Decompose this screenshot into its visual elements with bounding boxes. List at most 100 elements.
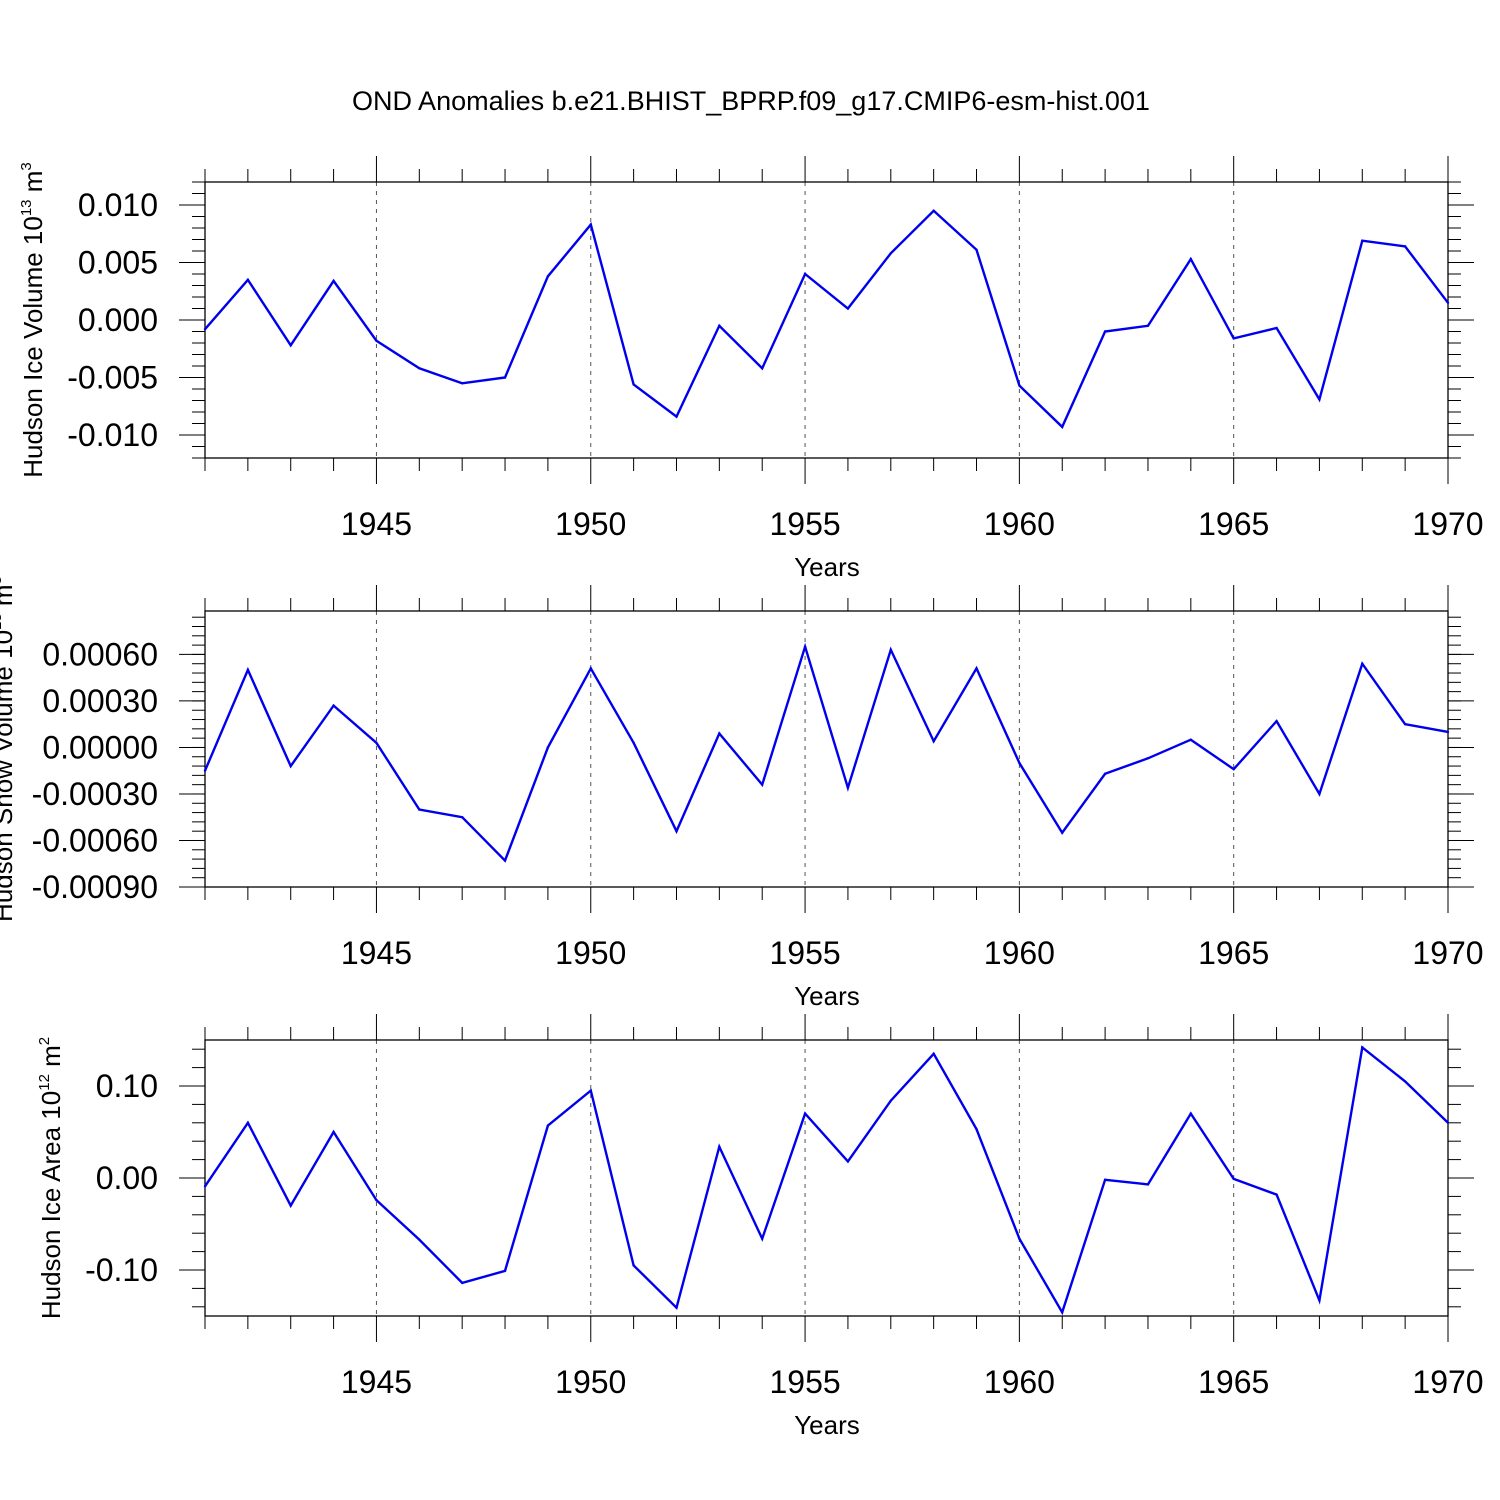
data-point-1969 (1403, 722, 1407, 726)
xtick-label-1950: 1950 (555, 935, 626, 971)
data-point-1953 (718, 732, 721, 735)
data-point-1955 (803, 1112, 807, 1115)
data-point-1963 (1146, 324, 1150, 327)
data-point-1951 (632, 383, 635, 386)
data-point-1969 (1403, 245, 1407, 248)
ytick-label: 0.00060 (42, 636, 158, 672)
data-point-1944 (332, 1130, 335, 1134)
data-point-1949 (546, 275, 550, 278)
data-point-1945 (375, 741, 378, 744)
data-point-1964 (1189, 257, 1193, 261)
data-point-1966 (1275, 1193, 1278, 1196)
data-point-1967 (1318, 1299, 1321, 1302)
xtick-label-1945: 1945 (341, 935, 412, 971)
data-point-1963 (1146, 757, 1150, 760)
data-point-1965 (1232, 767, 1235, 771)
xtick-label-1970: 1970 (1412, 935, 1483, 971)
x-axis-label: Years (794, 552, 860, 582)
data-point-1958 (932, 209, 935, 212)
data-point-1960 (1018, 1237, 1021, 1240)
data-point-1966 (1275, 719, 1278, 723)
xtick-label-1960: 1960 (984, 506, 1055, 542)
data-point-1941 (203, 328, 207, 331)
data-point-1967 (1318, 398, 1321, 401)
plot-frame (204, 610, 1449, 888)
xtick-label-1945: 1945 (341, 506, 412, 542)
xtick-label-1945: 1945 (341, 1364, 412, 1400)
data-point-1948 (503, 376, 507, 379)
ytick-label: -0.010 (67, 417, 158, 453)
xtick-label-1960: 1960 (984, 935, 1055, 971)
y-axis-label: Hudson Snow Volume 1013 m3 (0, 576, 18, 922)
series-line (203, 642, 1449, 863)
ytick-label: -0.00030 (32, 776, 158, 812)
data-point-1944 (332, 279, 335, 283)
panel-3: 1945 1950 1955 1960 1965 1970 -0.10 0.00 0.10 Yea… (36, 1014, 1484, 1440)
data-point-1951 (632, 1264, 635, 1267)
figure-title: OND Anomalies b.e21.BHIST_BPRP.f09_g17.C… (352, 86, 1150, 116)
panel-1: 1945 1950 1955 1960 1965 1970 -0.010 -0.005 0.00… (18, 156, 1484, 582)
xtick-label-1970: 1970 (1412, 506, 1483, 542)
data-point-1964 (1189, 738, 1193, 741)
data-point-1947 (460, 1281, 464, 1285)
data-point-1941 (203, 769, 207, 772)
data-point-1965 (1232, 337, 1235, 340)
data-point-1945 (375, 1198, 378, 1202)
y-axis-label: Hudson Ice Area 1012 m2 (36, 1037, 66, 1319)
data-point-1947 (460, 816, 464, 819)
y-axis-label-unit: m (0, 584, 18, 613)
ytick-label: -0.00090 (32, 869, 158, 905)
ytick-label: 0.000 (78, 302, 158, 338)
data-point-1955 (803, 272, 807, 276)
data-point-1950 (589, 667, 592, 670)
data-point-1946 (418, 808, 421, 811)
data-point-1953 (718, 324, 721, 327)
data-point-1960 (1018, 761, 1021, 765)
ytick-label: 0.00030 (42, 683, 158, 719)
data-point-1958 (932, 740, 935, 743)
data-point-1958 (932, 1052, 935, 1056)
data-point-1962 (1103, 330, 1107, 333)
data-point-1968 (1361, 1046, 1364, 1049)
data-point-1967 (1318, 792, 1321, 796)
y-axis-label-exponent: 13 (18, 199, 35, 216)
data-point-1962 (1103, 1178, 1107, 1182)
data-point-1950 (589, 223, 592, 226)
data-point-1949 (546, 746, 550, 749)
data-point-1960 (1018, 384, 1021, 387)
data-point-1941 (203, 1185, 207, 1188)
data-point-1961 (1061, 1311, 1064, 1314)
xtick-label-1950: 1950 (555, 1364, 626, 1400)
data-point-1969 (1403, 1080, 1407, 1083)
data-point-1959 (975, 248, 978, 252)
data-point-1943 (289, 764, 292, 768)
data-point-1970 (1446, 1121, 1450, 1125)
data-point-1970 (1446, 730, 1450, 734)
data-point-1957 (889, 1099, 892, 1102)
data-point-1942 (246, 1121, 250, 1125)
ytick-label: 0.00000 (42, 729, 158, 765)
y-axis-label-unit-exponent: 2 (36, 1037, 53, 1045)
y-axis-label-unit: m (36, 1045, 66, 1074)
data-point-1968 (1361, 662, 1364, 665)
data-point-1968 (1361, 239, 1364, 242)
series-line (204, 209, 1449, 429)
data-point-1951 (632, 741, 635, 744)
data-point-1956 (846, 307, 850, 310)
data-point-1947 (460, 382, 464, 385)
ytick-label: 0.010 (78, 187, 158, 223)
data-point-1945 (375, 339, 378, 342)
data-point-1964 (1189, 1112, 1193, 1115)
data-point-1944 (332, 704, 335, 707)
data-point-1946 (418, 367, 421, 370)
y-axis-label-text: Hudson Snow Volume 10 (0, 630, 18, 922)
data-point-1959 (975, 1128, 978, 1131)
x-axis-label: Years (794, 981, 860, 1011)
y-axis-label-exponent: 13 (0, 613, 5, 630)
ytick-label: 0.00 (96, 1160, 158, 1196)
data-point-1952 (675, 415, 678, 418)
xtick-label-1965: 1965 (1198, 1364, 1269, 1400)
data-point-1952 (675, 829, 678, 833)
